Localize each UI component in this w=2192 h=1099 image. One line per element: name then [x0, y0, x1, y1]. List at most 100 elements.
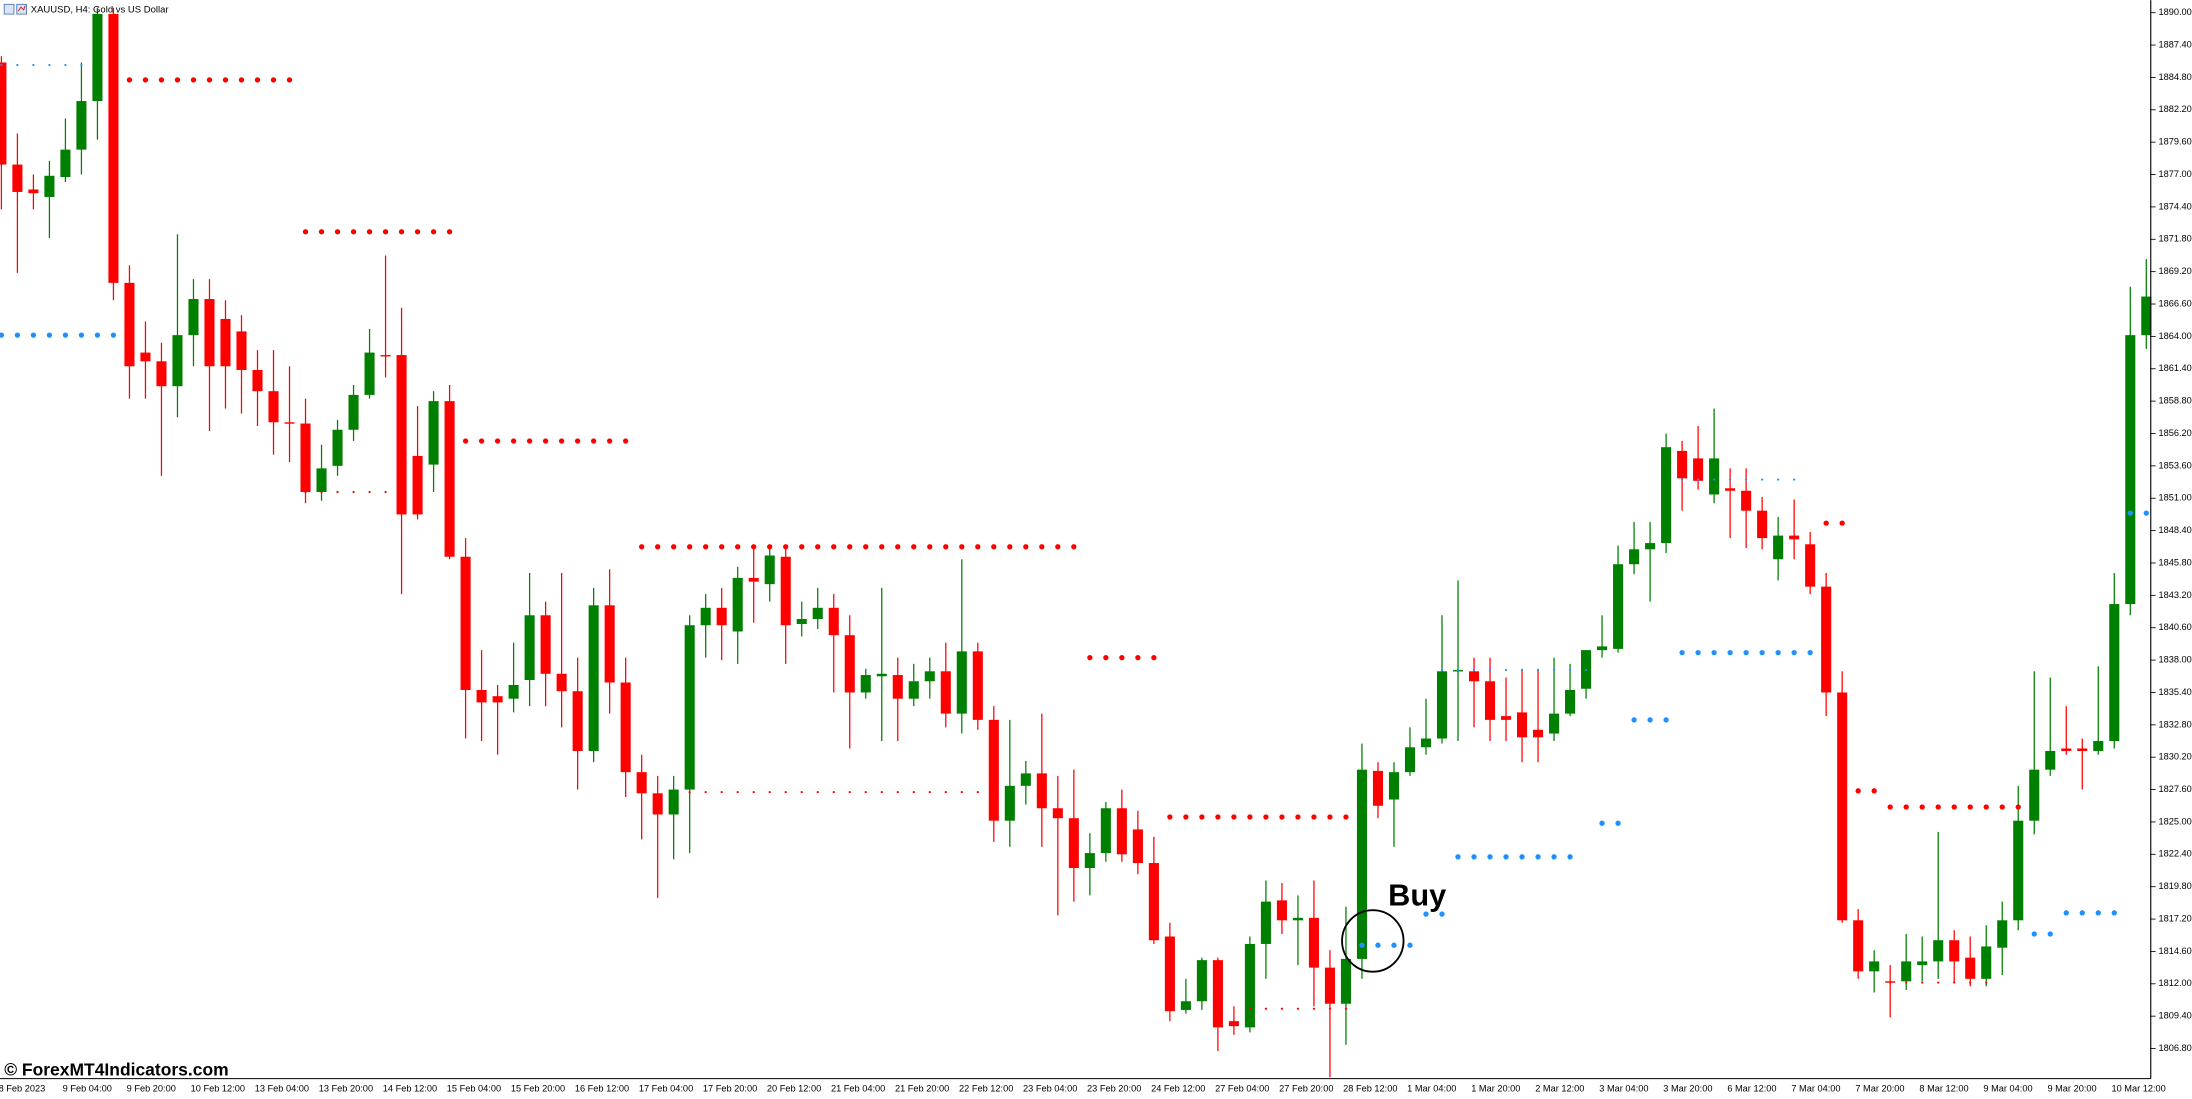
indicator-dot: [2015, 804, 2021, 810]
indicator-dot: [639, 544, 645, 550]
indicator-dot: [336, 490, 339, 494]
indicator-dot: [1471, 854, 1477, 860]
candle-body: [1052, 808, 1063, 819]
indicator-dot: [1775, 649, 1781, 656]
candle-body: [1965, 957, 1976, 979]
candle-body: [1340, 958, 1351, 1004]
candle-body: [1228, 1021, 1239, 1027]
x-tick-label: 20 Feb 12:00: [767, 1084, 821, 1094]
indicator-dot: [1391, 942, 1397, 948]
candle-body: [1372, 770, 1384, 806]
candle-body: [1308, 917, 1319, 968]
indicator-dot: [1871, 788, 1877, 794]
candle-body: [284, 422, 295, 424]
candle-body: [1565, 689, 1576, 714]
indicator-dot: [1279, 814, 1285, 820]
x-tick-label: 8 Feb 2023: [0, 1084, 45, 1094]
indicator-dot: [1777, 478, 1780, 481]
indicator-dot: [1823, 520, 1829, 526]
candle-body: [2061, 748, 2072, 751]
indicator-dot: [2111, 910, 2117, 916]
indicator-dot: [1679, 649, 1685, 656]
annotation: Buy: [1388, 878, 1446, 913]
x-tick-label: 1 Mar 20:00: [1471, 1084, 1520, 1094]
y-tick-label: 1838.00: [2158, 655, 2191, 665]
y-tick-label: 1843.20: [2158, 590, 2191, 600]
candle-body: [44, 175, 55, 197]
indicator-dot: [110, 332, 117, 338]
candle-body: [2029, 769, 2040, 821]
indicator-dot: [16, 63, 19, 67]
indicator-dot: [1791, 649, 1797, 656]
candle-body: [0, 62, 7, 165]
indicator-dot: [735, 544, 741, 550]
buy-circle: [1341, 909, 1405, 973]
indicator-dot: [64, 63, 67, 67]
x-tick-label: 28 Feb 12:00: [1343, 1084, 1397, 1094]
candle-body: [364, 352, 375, 395]
candle-body: [1613, 564, 1624, 649]
indicator-dot: [1520, 668, 1524, 672]
indicator-dot: [558, 438, 565, 444]
candle-body: [892, 675, 903, 699]
icon: [3, 3, 15, 15]
candle-body: [476, 689, 487, 703]
indicator-dot: [1247, 814, 1253, 820]
indicator-dot: [1488, 668, 1492, 672]
indicator-dot: [703, 544, 709, 550]
indicator-dot: [655, 544, 661, 550]
x-tick-label: 10 Mar 12:00: [2111, 1084, 2165, 1094]
x-tick-label: 3 Mar 20:00: [1663, 1084, 1712, 1094]
candle-body: [236, 331, 247, 371]
indicator-dot: [1552, 668, 1556, 672]
candle-body: [204, 299, 215, 367]
y-tick-label: 1814.60: [2158, 946, 2191, 956]
candle-body: [1645, 543, 1656, 550]
indicator-dot: [606, 438, 613, 444]
y-tick-label: 1832.80: [2158, 719, 2191, 729]
x-tick-label: 15 Feb 20:00: [511, 1084, 565, 1094]
indicator-dot: [142, 77, 149, 83]
x-tick-label: 27 Feb 20:00: [1279, 1084, 1333, 1094]
indicator-dot: [382, 229, 389, 235]
indicator-dot: [1280, 1007, 1284, 1010]
indicator-dot: [14, 332, 21, 338]
indicator-dot: [1599, 820, 1605, 826]
candle-body: [396, 355, 407, 515]
candle-body: [1132, 829, 1143, 864]
indicator-dot: [1905, 981, 1908, 984]
indicator-dot: [2127, 510, 2133, 516]
indicator-dot: [704, 790, 707, 794]
indicator-dot: [302, 229, 309, 235]
y-tick-label: 1830.20: [2158, 752, 2191, 762]
indicator-dot: [1103, 654, 1109, 661]
indicator-dot: [1312, 1007, 1316, 1010]
indicator-dot: [62, 332, 69, 338]
candle-body: [556, 673, 567, 692]
x-tick-label: 17 Feb 20:00: [703, 1084, 757, 1094]
candle-body: [508, 684, 519, 699]
candle-body: [1853, 920, 1864, 972]
indicator-dot: [896, 790, 899, 794]
y-tick-label: 1840.60: [2158, 622, 2191, 632]
candle-body: [988, 719, 999, 821]
indicator-dot: [446, 229, 453, 235]
candle-body: [828, 607, 839, 636]
indicator-dot: [1264, 1007, 1268, 1010]
candle-body: [2125, 335, 2136, 605]
indicator-dot: [847, 544, 853, 550]
indicator-dot: [1295, 814, 1301, 820]
indicator-dot: [542, 438, 549, 444]
indicator-dot: [1487, 854, 1493, 860]
indicator-dot: [767, 544, 773, 550]
candle-body: [620, 682, 631, 773]
indicator-dot: [1903, 804, 1909, 810]
candle-body: [316, 468, 327, 493]
indicator-dot: [1167, 814, 1173, 820]
indicator-dot: [2047, 931, 2053, 937]
indicator-dot: [478, 438, 485, 444]
candle-body: [2045, 750, 2056, 770]
indicator-dot: [352, 490, 355, 494]
indicator-dot: [1055, 544, 1061, 550]
indicator-dot: [1359, 942, 1365, 948]
